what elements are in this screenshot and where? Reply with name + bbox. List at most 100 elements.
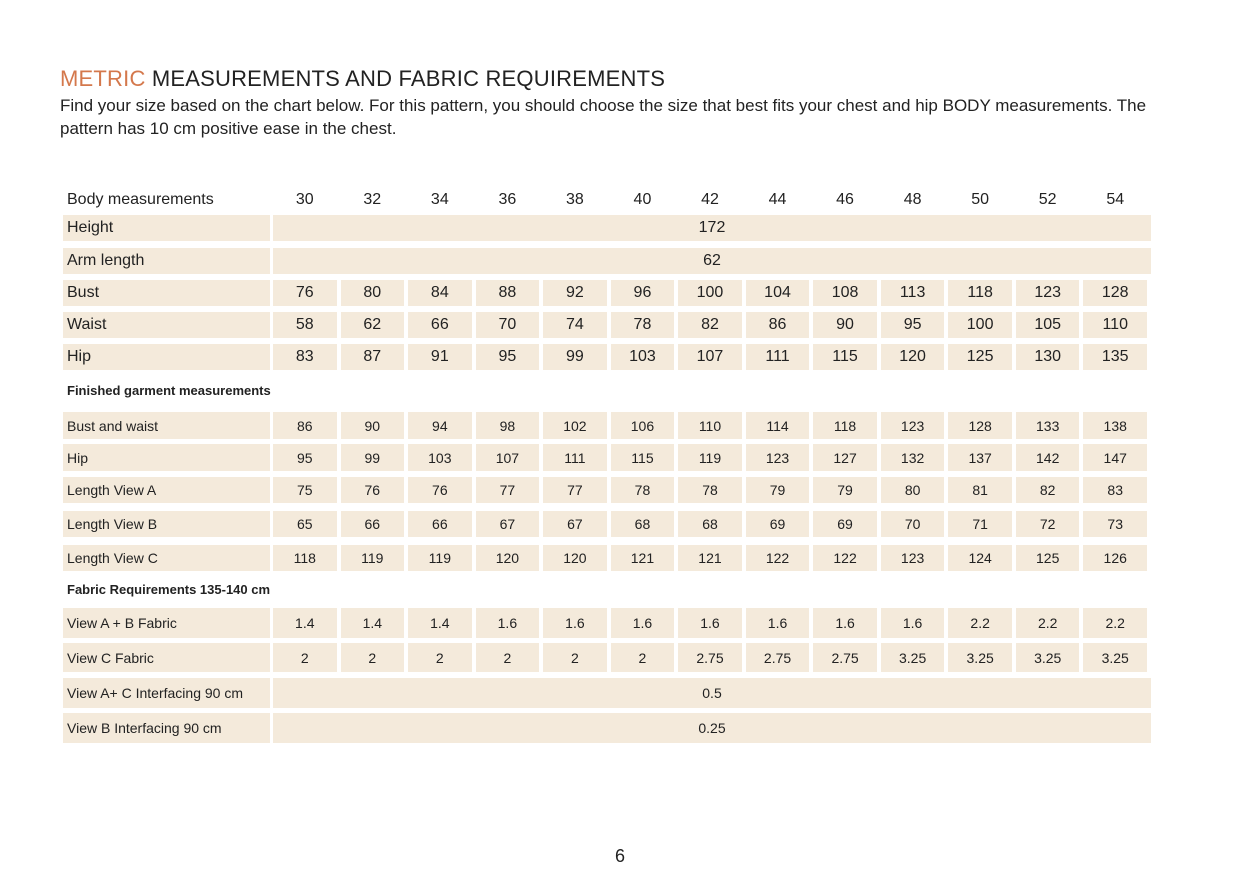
value-cell: 120 (543, 545, 607, 571)
value-cell: 80 (880, 477, 945, 503)
size-header: 34 (430, 191, 449, 208)
value-cell: 3.25 (880, 643, 945, 672)
value-cell: 100 (948, 312, 1012, 338)
size-header: 32 (363, 191, 382, 208)
value-cell-span: 0.25 (273, 713, 1151, 743)
value-cell: 86 (273, 412, 337, 439)
value-cell: 79 (745, 477, 810, 503)
value-cell: 135 (1083, 344, 1147, 370)
value-cell: 128 (1083, 280, 1147, 306)
size-header: 42 (701, 191, 719, 208)
value-cell: 1.6 (543, 608, 607, 638)
value-cell: 3.25 (948, 643, 1012, 672)
title-rest: MEASUREMENTS AND FABRIC REQUIREMENTS (151, 66, 666, 91)
value-cell: 1.6 (813, 608, 877, 638)
value-cell: 86 (745, 312, 810, 338)
value-cell: 94 (408, 412, 472, 439)
description: Find your size based on the chart below.… (60, 96, 1147, 138)
value-cell: 113 (880, 280, 945, 306)
value-cell: 118 (813, 412, 877, 439)
value-cell: 78 (678, 477, 742, 503)
value-cell: 1.4 (340, 608, 405, 638)
value-cell: 123 (880, 545, 945, 571)
value-cell: 76 (408, 477, 472, 503)
value-cell: 1.4 (408, 608, 472, 638)
value-cell: 96 (610, 280, 675, 306)
value-cell: 98 (475, 412, 540, 439)
value-cell: 88 (475, 280, 540, 306)
value-cell: 107 (475, 444, 540, 471)
header-label: Body measurements (67, 191, 214, 208)
value-cell: 69 (745, 511, 810, 537)
value-cell: 1.6 (678, 608, 742, 638)
value-cell: 72 (1015, 511, 1080, 537)
value-cell: 77 (475, 477, 540, 503)
value-cell: 2 (475, 643, 540, 672)
value-cell: 103 (610, 344, 675, 370)
value-cell: 133 (1015, 412, 1080, 439)
value-cell: 132 (880, 444, 945, 471)
value-cell: 128 (948, 412, 1012, 439)
value-cell: 114 (745, 412, 810, 439)
value-cell: 115 (610, 444, 675, 471)
value-cell: 70 (880, 511, 945, 537)
value-cell: 66 (340, 511, 405, 537)
value-cell-span: 62 (273, 248, 1151, 274)
value-cell: 2.75 (745, 643, 810, 672)
row-label: Length View A (63, 477, 270, 503)
value-cell: 83 (1083, 477, 1147, 503)
value-cell: 3.25 (1015, 643, 1080, 672)
value-cell: 111 (543, 444, 607, 471)
value-cell: 73 (1083, 511, 1147, 537)
value-cell: 142 (1015, 444, 1080, 471)
value-cell: 78 (610, 477, 675, 503)
value-cell: 2.2 (1083, 608, 1147, 638)
size-header: 40 (633, 191, 652, 208)
section-title: Fabric Requirements 135-140 cm (67, 582, 271, 597)
value-cell: 110 (1083, 312, 1147, 338)
size-header: 48 (903, 191, 922, 208)
value-cell: 92 (543, 280, 607, 306)
size-header: 52 (1038, 191, 1057, 208)
value-cell: 76 (273, 280, 337, 306)
size-header: 30 (295, 191, 314, 208)
value-cell: 74 (543, 312, 607, 338)
value-cell: 66 (408, 511, 472, 537)
value-cell: 106 (610, 412, 675, 439)
value-cell: 147 (1083, 444, 1147, 471)
value-cell: 104 (745, 280, 810, 306)
value-cell: 1.6 (610, 608, 675, 638)
value-cell: 124 (948, 545, 1012, 571)
value-cell: 122 (745, 545, 810, 571)
size-header: 38 (566, 191, 584, 208)
value-cell: 2 (340, 643, 405, 672)
value-cell: 78 (610, 312, 675, 338)
value-cell: 115 (813, 344, 877, 370)
value-cell: 84 (408, 280, 472, 306)
value-cell: 68 (610, 511, 675, 537)
value-cell: 138 (1083, 412, 1147, 439)
row-label: Arm length (63, 248, 270, 274)
value-cell: 67 (475, 511, 540, 537)
value-cell: 137 (948, 444, 1012, 471)
value-cell: 71 (948, 511, 1012, 537)
value-cell: 2 (408, 643, 472, 672)
value-cell: 95 (273, 444, 337, 471)
value-cell: 83 (273, 344, 337, 370)
value-cell: 75 (273, 477, 337, 503)
value-cell: 107 (678, 344, 742, 370)
value-cell: 105 (1015, 312, 1080, 338)
value-cell: 100 (678, 280, 742, 306)
value-cell: 118 (273, 545, 337, 571)
title: METRIC MEASUREMENTS AND FABRIC REQUIREME… (60, 66, 665, 92)
value-cell: 123 (1015, 280, 1080, 306)
value-cell: 119 (678, 444, 742, 471)
value-cell: 125 (1015, 545, 1080, 571)
row-label: Length View B (63, 511, 270, 537)
row-label: Length View C (63, 545, 270, 571)
row-label: View C Fabric (63, 643, 270, 672)
value-cell: 1.6 (880, 608, 945, 638)
row-label: View A + B Fabric (63, 608, 270, 638)
value-cell: 120 (880, 344, 945, 370)
